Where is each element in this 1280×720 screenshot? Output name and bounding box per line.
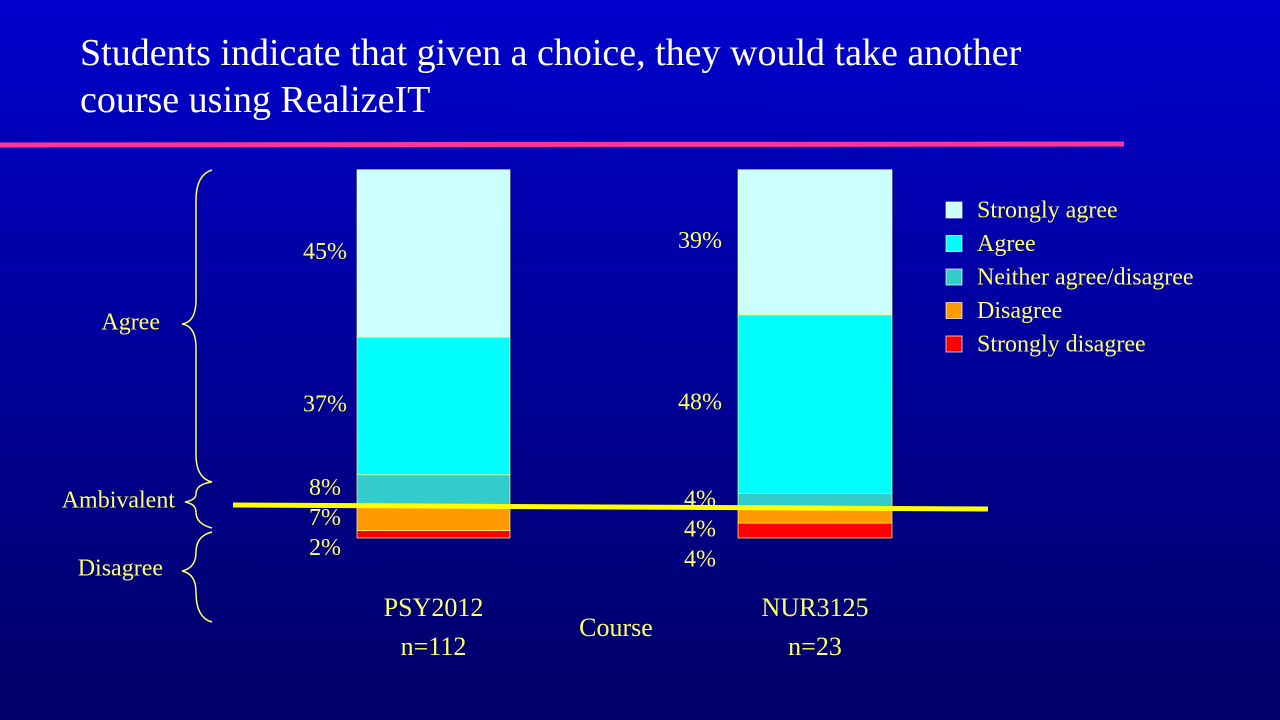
legend-label: Agree xyxy=(977,231,1036,257)
data-label: 45% xyxy=(303,239,347,265)
legend-swatch xyxy=(945,268,963,286)
bar-segment xyxy=(737,314,893,494)
x-tick-note: n=112 xyxy=(401,632,467,661)
data-label: 4% xyxy=(684,516,716,542)
legend-label: Strongly disagree xyxy=(977,332,1146,358)
chart-title: Students indicate that given a choice, t… xyxy=(80,32,1022,121)
ambivalent-brace xyxy=(184,481,213,529)
data-label: 4% xyxy=(684,546,716,572)
bar-segment xyxy=(356,336,511,476)
bar-segment xyxy=(356,474,511,505)
divider-line xyxy=(232,502,989,512)
bar-segment xyxy=(737,169,893,316)
data-label: 7% xyxy=(309,505,341,531)
x-tick-label: NUR3125 xyxy=(762,593,869,622)
data-label: 39% xyxy=(678,228,722,254)
bar-segment xyxy=(737,522,893,539)
annotation: Disagree xyxy=(78,556,163,582)
legend-label: Strongly agree xyxy=(977,198,1118,224)
disagree-brace xyxy=(181,531,213,623)
annotation: Agree xyxy=(101,310,160,336)
title-box: Students indicate that given a choice, t… xyxy=(80,32,1022,121)
marks: 45%37%8%7%2%PSY2012n=11239%48%4%4%4%NUR3… xyxy=(303,169,1194,661)
legend-label: Disagree xyxy=(977,298,1062,324)
x-tick-label: PSY2012 xyxy=(384,593,484,622)
data-label: 48% xyxy=(678,390,722,416)
data-label: 37% xyxy=(303,391,347,417)
legend-swatch xyxy=(945,335,963,353)
data-label: 2% xyxy=(309,535,341,561)
bar-segment xyxy=(356,504,511,531)
data-label: 8% xyxy=(309,475,341,501)
bar-segment xyxy=(356,169,511,338)
title-underline xyxy=(0,141,1125,148)
legend-label: Neither agree/disagree xyxy=(977,265,1194,291)
x-axis-label: Course xyxy=(579,613,653,642)
bar-segment xyxy=(356,530,511,539)
x-tick-note: n=23 xyxy=(788,632,842,661)
annotation: Ambivalent xyxy=(62,488,176,514)
legend-swatch xyxy=(945,235,963,252)
legend-swatch xyxy=(945,302,963,319)
agree-brace xyxy=(181,169,213,483)
legend-swatch xyxy=(945,201,963,219)
